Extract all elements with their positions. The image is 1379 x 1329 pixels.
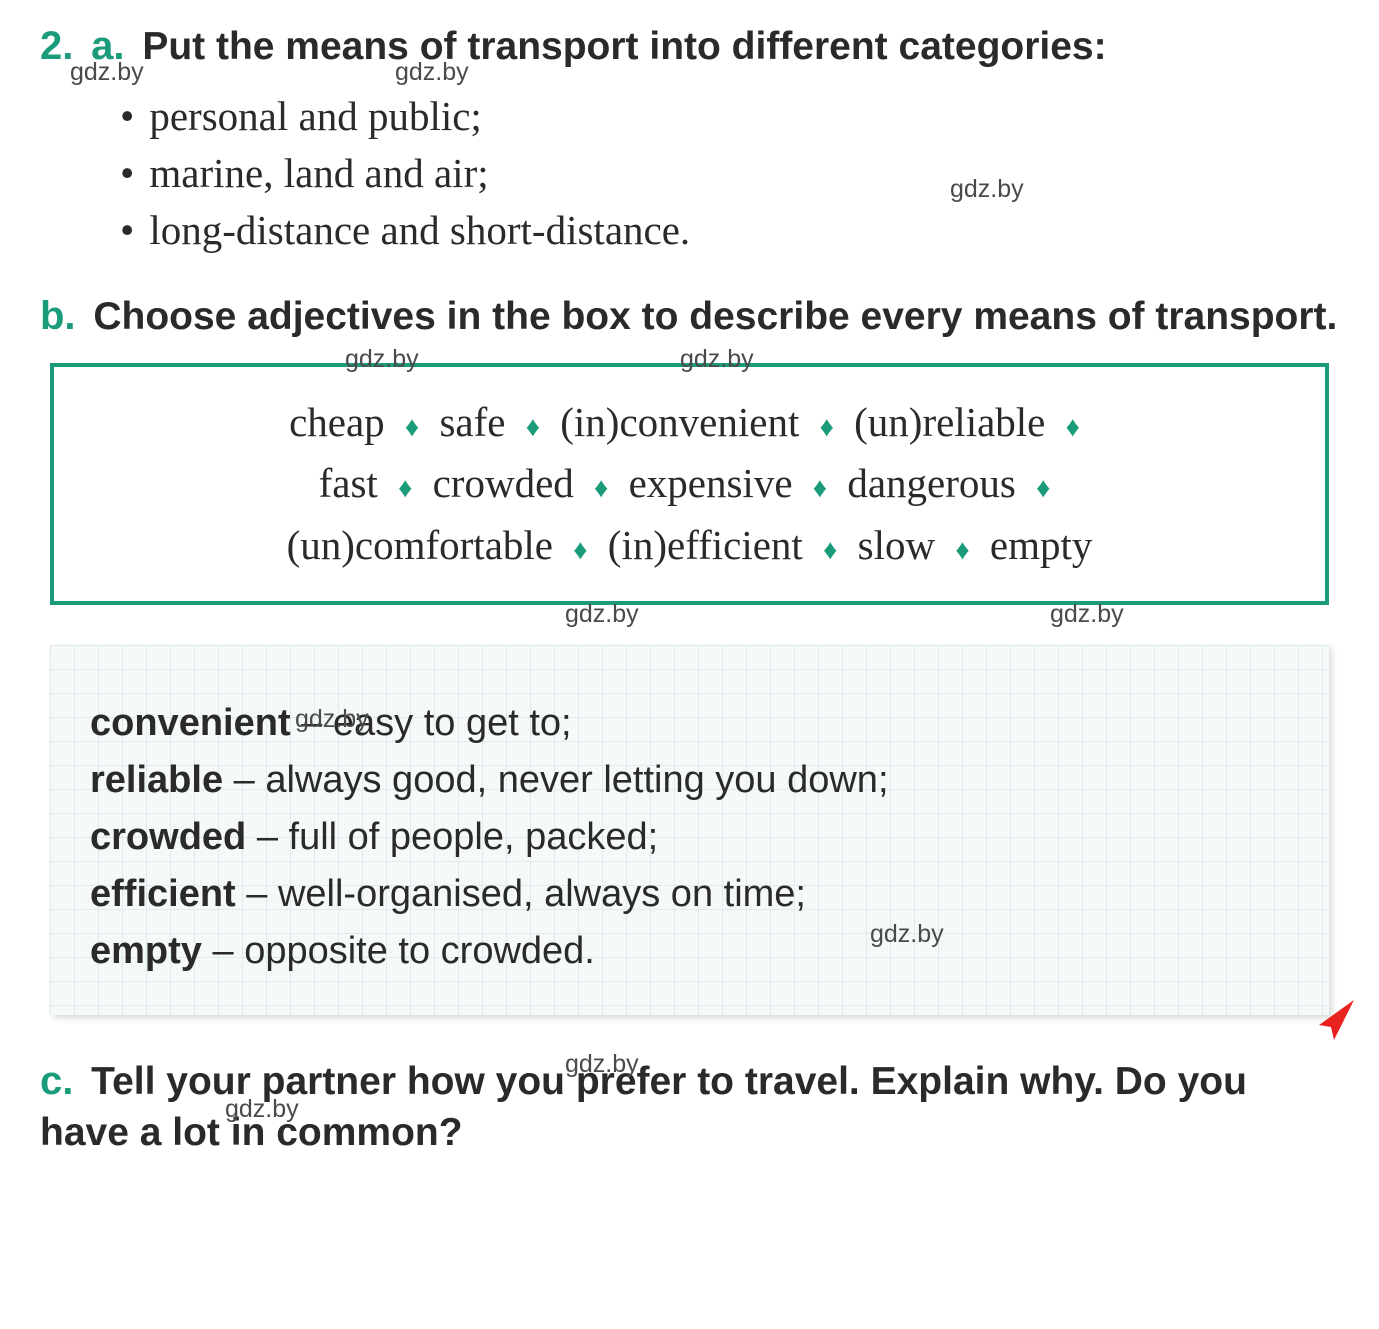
definition-text: easy to get to; (333, 702, 572, 744)
diamond-icon: ♦ (594, 473, 608, 504)
adjective: safe (439, 399, 505, 445)
exercise-2c-header: c. Tell your partner how you prefer to t… (40, 1055, 1339, 1158)
diamond-icon: ♦ (573, 535, 587, 566)
diamond-icon: ♦ (405, 412, 419, 443)
definition-text: full of people, packed; (289, 816, 659, 858)
bullet-item: • long-distance and short-distance. (120, 202, 1339, 259)
bullet-dot-icon: • (120, 145, 134, 202)
bullet-dot-icon: • (120, 202, 134, 259)
definition-line: convenient – easy to get to; (90, 695, 1289, 752)
diamond-icon: ♦ (1036, 473, 1050, 504)
definition-text: well-organised, always on time; (278, 873, 806, 915)
adjective-line: cheap ♦ safe ♦ (in)convenient ♦ (un)reli… (94, 392, 1285, 577)
diamond-icon: ♦ (1066, 412, 1080, 443)
definition-box: convenient – easy to get to; reliable – … (50, 645, 1329, 1015)
definition-text: opposite to crowded. (244, 930, 595, 972)
bullet-item: • marine, land and air; (120, 145, 1339, 202)
definition-term: crowded (90, 816, 246, 858)
diamond-icon: ♦ (955, 535, 969, 566)
definition-line: efficient – well-organised, always on ti… (90, 866, 1289, 923)
adjective: (un)comfortable (287, 522, 553, 568)
adjective: expensive (629, 460, 793, 506)
bullet-list-a: • personal and public; • marine, land an… (120, 88, 1339, 260)
instruction-a: Put the means of transport into differen… (142, 25, 1106, 68)
diamond-icon: ♦ (823, 535, 837, 566)
definition-text: always good, never letting you down; (265, 759, 888, 801)
definition-term: convenient (90, 702, 291, 744)
bullet-dot-icon: • (120, 88, 134, 145)
exercise-2b-header: b. Choose adjectives in the box to descr… (40, 290, 1339, 343)
diamond-icon: ♦ (820, 412, 834, 443)
adjective: (in)convenient (560, 399, 799, 445)
bullet-item: • personal and public; (120, 88, 1339, 145)
diamond-icon: ♦ (526, 412, 540, 443)
definition-term: empty (90, 930, 202, 972)
exercise-letter-b: b. (40, 294, 76, 338)
adjective: (in)efficient (608, 522, 803, 568)
adjective: slow (858, 522, 935, 568)
exercise-number: 2. (40, 24, 73, 68)
adjective-box: cheap ♦ safe ♦ (in)convenient ♦ (un)reli… (50, 363, 1329, 606)
instruction-c: Tell your partner how you prefer to trav… (40, 1060, 1247, 1154)
definition-term: efficient (90, 873, 236, 915)
adjective: dangerous (847, 460, 1016, 506)
instruction-b: Choose adjectives in the box to describe… (93, 295, 1337, 338)
bullet-text: long-distance and short-distance. (149, 202, 690, 259)
definition-line: empty – opposite to crowded. (90, 923, 1289, 980)
adjective: (un)reliable (854, 399, 1045, 445)
definition-term: reliable (90, 759, 223, 801)
definition-line: reliable – always good, never letting yo… (90, 752, 1289, 809)
bullet-text: personal and public; (149, 88, 481, 145)
adjective: fast (319, 460, 378, 506)
adjective: crowded (433, 460, 574, 506)
exercise-2a-header: 2. a. Put the means of transport into di… (40, 20, 1339, 73)
definition-line: crowded – full of people, packed; (90, 809, 1289, 866)
exercise-letter-c: c. (40, 1059, 73, 1103)
exercise-letter-a: a. (91, 24, 124, 68)
diamond-icon: ♦ (813, 473, 827, 504)
adjective: cheap (289, 399, 385, 445)
diamond-icon: ♦ (398, 473, 412, 504)
adjective: empty (990, 522, 1092, 568)
bullet-text: marine, land and air; (149, 145, 488, 202)
